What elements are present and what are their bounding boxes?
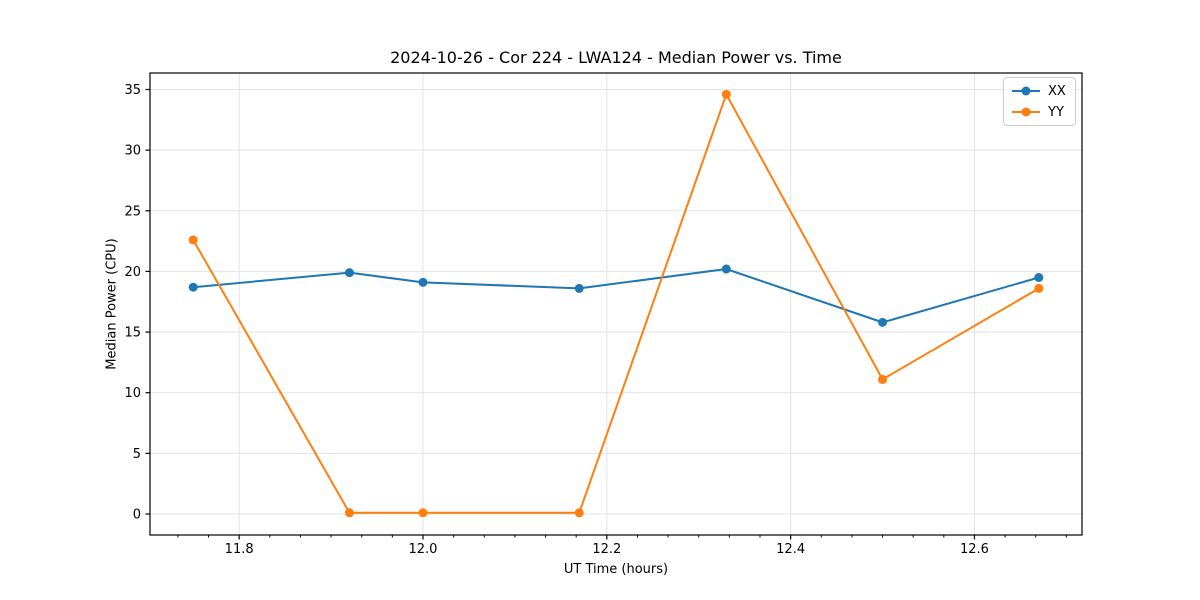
data-point-xx [574,283,584,293]
data-point-yy [344,508,354,518]
axes-spines [149,72,1083,536]
legend-line-sample [1012,107,1040,117]
y-axis-label: Median Power (CPU) [104,238,120,370]
y-tick-label: 30 [124,144,141,159]
data-point-xx [1034,272,1044,282]
legend-label: XX [1048,83,1066,99]
x-tick-label: 12.0 [409,542,438,557]
x-tick-label: 12.6 [960,542,989,557]
data-point-xx [418,277,428,287]
data-point-xx [721,264,731,274]
y-tick-label: 20 [124,265,141,280]
legend-entry-xx: XX [1011,81,1066,101]
data-point-yy [721,89,731,99]
data-point-xx [188,282,198,292]
legend-entry-yy: YY [1011,102,1066,122]
y-tick-label: 15 [124,326,141,341]
y-tick-label: 35 [124,83,141,98]
series-line-xx [192,268,1040,324]
legend: XX YY [1003,77,1076,126]
x-axis-label: UT Time (hours) [563,562,669,577]
x-tick-label: 12.4 [776,542,805,557]
legend-label: YY [1048,104,1064,120]
data-point-yy [574,508,584,518]
y-tick-label: 25 [124,204,141,219]
data-point-xx [878,317,888,327]
y-tick-label: 0 [133,508,141,523]
data-point-yy [188,235,198,245]
data-point-yy [1034,283,1044,293]
y-tick-label: 10 [124,386,141,401]
data-point-yy [418,508,428,518]
x-tick-label: 12.2 [592,542,621,557]
x-tick-label: 11.8 [225,542,254,557]
series-line-yy [192,93,1040,514]
data-point-yy [878,374,888,384]
y-tick-label: 5 [133,447,141,462]
data-point-xx [344,268,354,278]
legend-line-sample [1012,86,1040,96]
chart-title: 2024-10-26 - Cor 224 - LWA124 - Median P… [390,48,842,67]
